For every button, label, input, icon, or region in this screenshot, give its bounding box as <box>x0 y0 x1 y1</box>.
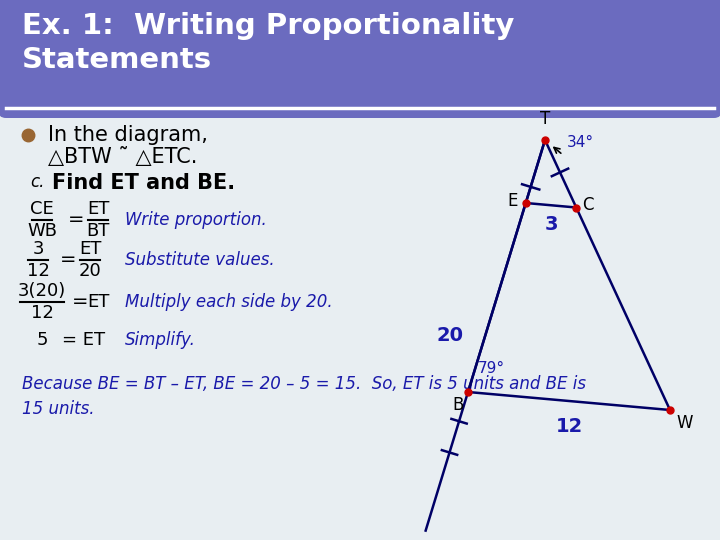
Text: ET: ET <box>87 293 109 311</box>
FancyBboxPatch shape <box>0 0 720 118</box>
Text: =: = <box>60 251 76 269</box>
Text: Multiply each side by 20.: Multiply each side by 20. <box>125 293 333 311</box>
Text: = ET: = ET <box>62 331 105 349</box>
Text: 5: 5 <box>36 331 48 349</box>
Text: △BTW ˜ △ETC.: △BTW ˜ △ETC. <box>48 147 197 167</box>
Text: Because BE = BT – ET, BE = 20 – 5 = 15.  So, ET is 5 units and BE is
15 units.: Because BE = BT – ET, BE = 20 – 5 = 15. … <box>22 375 586 418</box>
Text: 20: 20 <box>78 262 102 280</box>
Text: T: T <box>540 110 550 128</box>
Text: B: B <box>453 396 464 414</box>
Text: E: E <box>508 192 518 210</box>
Text: W: W <box>676 414 693 432</box>
Text: WB: WB <box>27 222 57 240</box>
Text: ET: ET <box>87 200 109 218</box>
Text: In the diagram,: In the diagram, <box>48 125 208 145</box>
Text: ET: ET <box>78 240 102 258</box>
Text: 12: 12 <box>30 304 53 322</box>
Text: Ex. 1:  Writing Proportionality
Statements: Ex. 1: Writing Proportionality Statement… <box>22 12 514 73</box>
Text: 3: 3 <box>32 240 44 258</box>
Text: =: = <box>72 293 89 312</box>
Text: C: C <box>582 197 594 214</box>
Text: Substitute values.: Substitute values. <box>125 251 274 269</box>
Text: Write proportion.: Write proportion. <box>125 211 266 229</box>
Text: 34°: 34° <box>567 135 594 150</box>
Text: c.: c. <box>30 173 45 191</box>
Text: 79°: 79° <box>478 361 505 376</box>
Text: BT: BT <box>86 222 109 240</box>
Text: 20: 20 <box>436 326 464 345</box>
Text: 3: 3 <box>544 215 558 234</box>
Text: 12: 12 <box>555 417 582 436</box>
Text: Simplify.: Simplify. <box>125 331 196 349</box>
Text: =: = <box>68 211 84 229</box>
Text: Find ET and BE.: Find ET and BE. <box>52 173 235 193</box>
Text: 12: 12 <box>27 262 50 280</box>
Text: CE: CE <box>30 200 54 218</box>
Text: 3(20): 3(20) <box>18 282 66 300</box>
FancyBboxPatch shape <box>0 0 720 540</box>
